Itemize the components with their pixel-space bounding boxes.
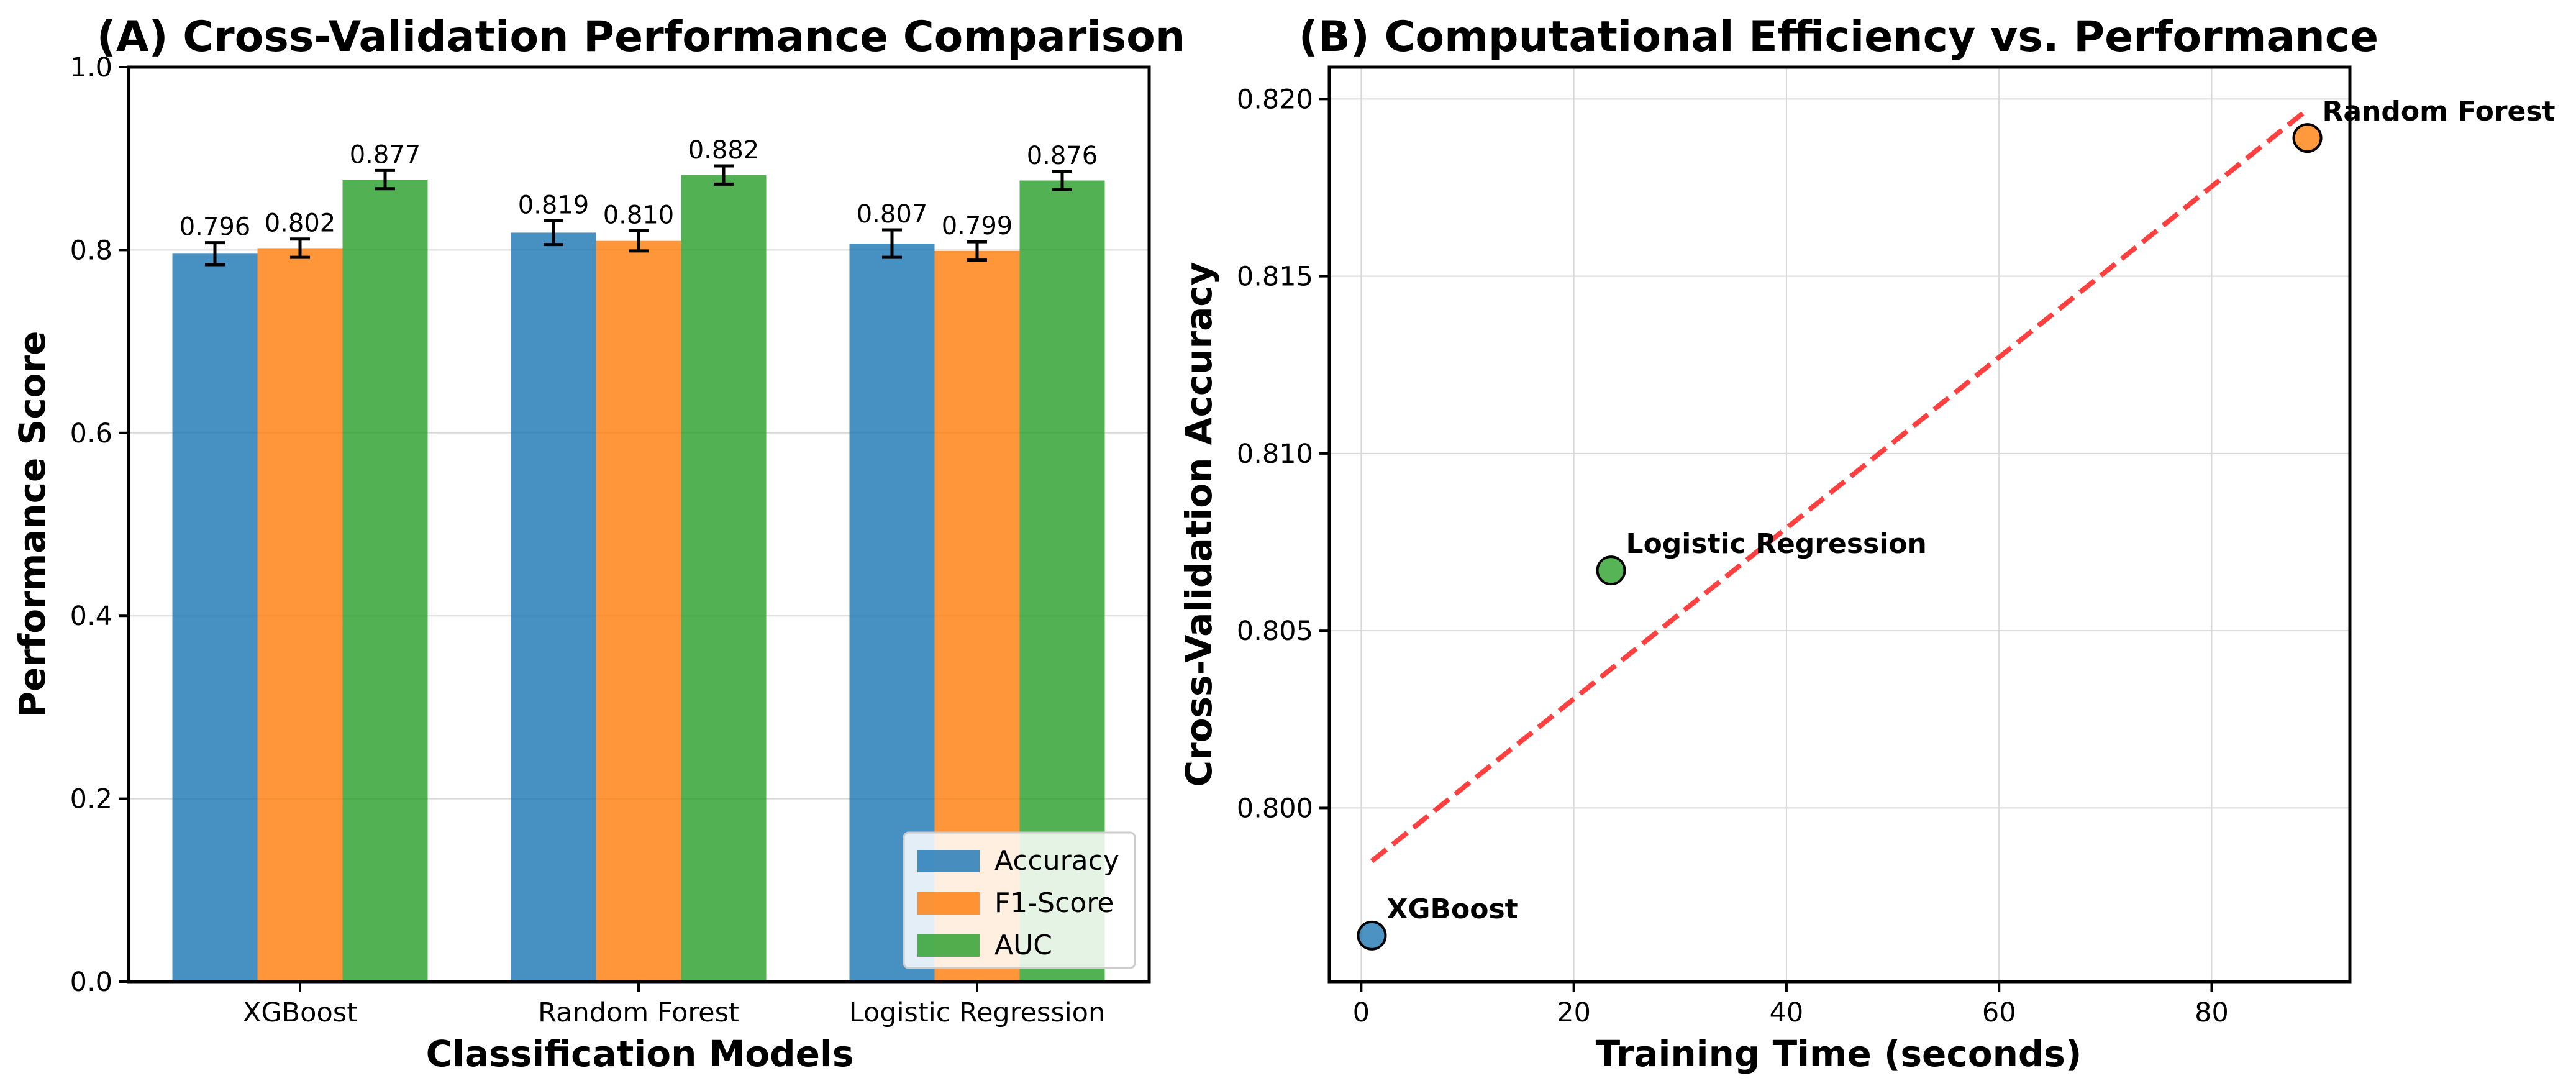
chart-b-point-label: Random Forest bbox=[2323, 96, 2556, 127]
chart-a-bar-value-label: 0.882 bbox=[688, 136, 760, 165]
chart-b-y-tick-label: 0.810 bbox=[1237, 439, 1313, 470]
chart-a-legend-swatch bbox=[917, 934, 980, 957]
chart-a-bar-value-label: 0.796 bbox=[180, 213, 251, 242]
chart-b-trendline-path bbox=[1370, 107, 2310, 864]
chart-a-legend-label: AUC bbox=[994, 929, 1052, 961]
chart-a-legend-swatch bbox=[917, 892, 980, 915]
chart-b-x-tick-label: 80 bbox=[2195, 997, 2229, 1028]
chart-a-y-tick-label: 0.6 bbox=[70, 418, 112, 449]
chart-b-point bbox=[1596, 555, 1626, 586]
chart-a-bar-value-label: 0.802 bbox=[265, 209, 336, 238]
chart-b-point bbox=[1357, 920, 1387, 951]
chart-b-points: XGBoost Logistic Regression Random Forest bbox=[1357, 96, 2556, 951]
chart-b-x-tick-label: 60 bbox=[1982, 997, 2016, 1028]
chart-b-title: (B) Computational Efficiency vs. Perform… bbox=[1299, 12, 2378, 62]
chart-b-point bbox=[2292, 123, 2323, 153]
chart-b-y-axis-label: Cross-Validation Accuracy bbox=[1178, 262, 1220, 787]
chart-a-y-tick-label: 0.8 bbox=[70, 235, 112, 266]
chart-a-x-tick-label: Logistic Regression bbox=[849, 997, 1105, 1028]
chart-b-y-ticks: 0.800 0.805 0.810 0.815 0.820 bbox=[1237, 84, 1329, 824]
chart-a-bar-value-label: 0.810 bbox=[603, 201, 675, 229]
chart-b-frame bbox=[1327, 65, 2352, 984]
chart-a-legend-swatch bbox=[917, 850, 980, 872]
chart-b-x-tick-label: 0 bbox=[1353, 997, 1370, 1028]
chart-b-grid bbox=[1329, 67, 2350, 982]
chart-a-legend: Accuracy F1-Score AUC bbox=[903, 831, 1136, 969]
chart-b-x-tick-label: 20 bbox=[1557, 997, 1591, 1028]
chart-b-y-tick-label: 0.805 bbox=[1237, 616, 1313, 647]
chart-a-y-ticks: 0.0 0.2 0.4 0.6 0.8 1.0 bbox=[70, 52, 129, 998]
chart-a-y-axis-label: Performance Score bbox=[11, 331, 53, 718]
chart-a-legend-label: F1-Score bbox=[994, 887, 1114, 919]
chart-a-bar bbox=[596, 240, 681, 982]
chart-a-y-tick-label: 0.0 bbox=[70, 967, 112, 998]
bar-chart-panel: (A) Cross-Validation Performance Compari… bbox=[11, 12, 1185, 1075]
chart-b-point-label: XGBoost bbox=[1386, 893, 1518, 925]
chart-a-y-tick-label: 0.4 bbox=[70, 601, 112, 632]
chart-a-bar-labels: 0.796 0.802 0.877 0.819 0.810 0.882 0.807 0.799… bbox=[180, 136, 1098, 242]
chart-b-x-ticks: 0 20 40 60 80 bbox=[1353, 982, 2229, 1028]
chart-a-title: (A) Cross-Validation Performance Compari… bbox=[97, 12, 1186, 62]
chart-b-y-tick-label: 0.815 bbox=[1237, 262, 1313, 293]
chart-a-bar-value-label: 0.807 bbox=[857, 200, 928, 229]
chart-a-bar-value-label: 0.799 bbox=[942, 212, 1013, 240]
chart-b-x-axis-label: Training Time (seconds) bbox=[1596, 1033, 2082, 1075]
chart-a-bar bbox=[681, 175, 767, 982]
chart-a-legend-label: Accuracy bbox=[994, 845, 1119, 877]
chart-a-x-ticks: XGBoost Random Forest Logistic Regression bbox=[243, 982, 1105, 1028]
chart-b-point-label: Logistic Regression bbox=[1626, 528, 1927, 560]
chart-a-y-tick-label: 0.2 bbox=[70, 784, 112, 815]
chart-a-y-tick-label: 1.0 bbox=[70, 52, 112, 83]
chart-a-bar-value-label: 0.876 bbox=[1027, 142, 1098, 170]
chart-b-y-tick-label: 0.820 bbox=[1237, 84, 1313, 115]
chart-b-trendline bbox=[1370, 107, 2310, 864]
chart-b-y-tick-label: 0.800 bbox=[1237, 793, 1313, 824]
chart-a-x-tick-label: Random Forest bbox=[538, 997, 739, 1028]
chart-a-bar-value-label: 0.877 bbox=[350, 140, 421, 169]
chart-a-bar-value-label: 0.819 bbox=[518, 191, 589, 219]
chart-a-bar bbox=[257, 248, 343, 982]
scatter-chart-panel: (B) Computational Efficiency vs. Perform… bbox=[1178, 12, 2556, 1075]
chart-a-bar bbox=[172, 253, 258, 982]
chart-a-error-bars bbox=[205, 164, 1072, 267]
chart-a-x-axis-label: Classification Models bbox=[426, 1033, 854, 1075]
chart-a-bar bbox=[511, 232, 596, 982]
chart-b-x-tick-label: 40 bbox=[1770, 997, 1804, 1028]
chart-a-bar bbox=[342, 180, 428, 982]
chart-a-x-tick-label: XGBoost bbox=[243, 997, 357, 1028]
